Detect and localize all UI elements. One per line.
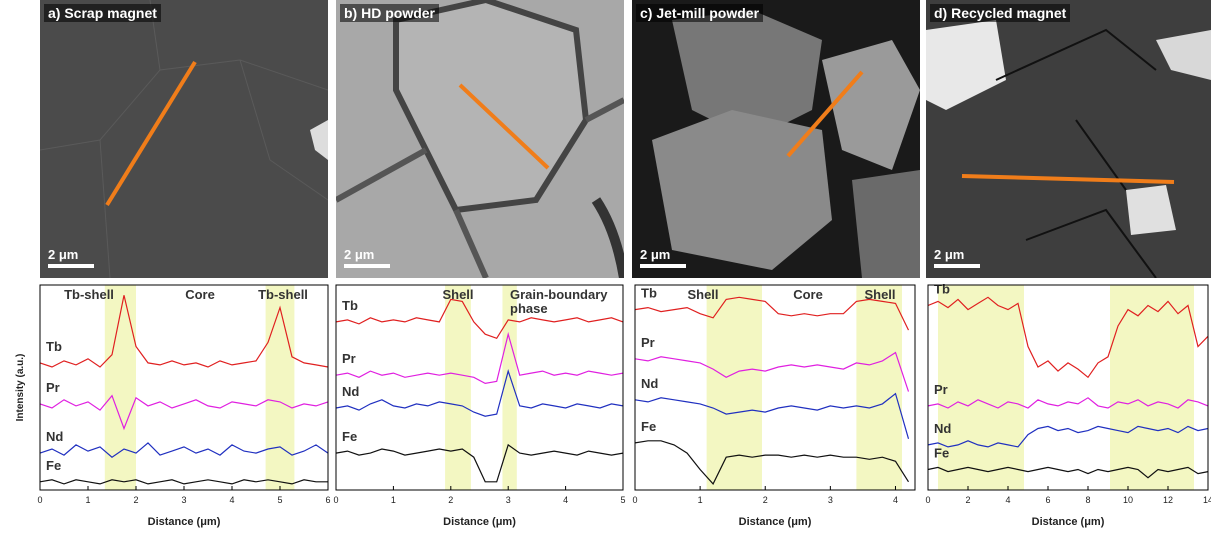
x-tick-label: 4 bbox=[893, 495, 898, 505]
series-label: Nd bbox=[342, 384, 359, 399]
x-tick-label: 4 bbox=[229, 495, 234, 505]
series-label: Tb bbox=[641, 286, 657, 301]
highlight-band bbox=[938, 285, 1024, 490]
series-label: Nd bbox=[46, 429, 63, 444]
x-tick-label: 0 bbox=[333, 495, 338, 505]
highlight-band bbox=[856, 285, 902, 490]
series-label: Pr bbox=[934, 382, 948, 397]
annotation: Core bbox=[768, 288, 848, 302]
x-tick-label: 4 bbox=[1005, 495, 1010, 505]
series-line bbox=[336, 371, 623, 416]
x-tick-label: 2 bbox=[965, 495, 970, 505]
x-tick-label: 3 bbox=[181, 495, 186, 505]
series-line bbox=[336, 334, 623, 383]
annotation: Shell bbox=[663, 288, 743, 302]
series-label: Pr bbox=[342, 351, 356, 366]
x-tick-label: 8 bbox=[1085, 495, 1090, 505]
x-tick-label: 1 bbox=[85, 495, 90, 505]
series-line bbox=[336, 445, 623, 482]
annotation: Core bbox=[160, 288, 240, 302]
x-tick-label: 0 bbox=[632, 495, 637, 505]
annotation: Shell bbox=[418, 288, 498, 302]
annotation: Shell bbox=[840, 288, 920, 302]
highlight-band bbox=[266, 285, 295, 490]
series-label: Fe bbox=[641, 419, 656, 434]
x-tick-label: 0 bbox=[925, 495, 930, 505]
x-tick-label: 10 bbox=[1123, 495, 1133, 505]
y-axis-label: Intensity (a.u.) bbox=[15, 354, 26, 422]
annotation: Tb-shell bbox=[49, 288, 129, 302]
series-label: Fe bbox=[934, 446, 949, 461]
x-tick-label: 2 bbox=[448, 495, 453, 505]
x-tick-label: 0 bbox=[37, 495, 42, 505]
series-label: Pr bbox=[641, 335, 655, 350]
x-tick-label: 12 bbox=[1163, 495, 1173, 505]
highlight-band bbox=[445, 285, 471, 490]
x-tick-label: 6 bbox=[1045, 495, 1050, 505]
plots: TbPrNdFe0123456Distance (μm)Intensity (a… bbox=[0, 0, 1211, 536]
x-tick-label: 4 bbox=[563, 495, 568, 505]
x-tick-label: 2 bbox=[763, 495, 768, 505]
series-label: Tb bbox=[342, 298, 358, 313]
x-tick-label: 5 bbox=[277, 495, 282, 505]
x-tick-label: 1 bbox=[698, 495, 703, 505]
series-label: Nd bbox=[934, 421, 951, 436]
x-axis-label: Distance (μm) bbox=[148, 516, 221, 528]
x-tick-label: 6 bbox=[325, 495, 330, 505]
x-axis-label: Distance (μm) bbox=[1032, 516, 1105, 528]
series-label: Pr bbox=[46, 380, 60, 395]
series-label: Tb bbox=[934, 282, 950, 297]
x-tick-label: 14 bbox=[1203, 495, 1211, 505]
series-label: Nd bbox=[641, 376, 658, 391]
series-label: Fe bbox=[342, 429, 357, 444]
figure: a) Scrap magnet 2 μm b) HD powder 2 μm c… bbox=[0, 0, 1211, 536]
x-tick-label: 1 bbox=[391, 495, 396, 505]
x-tick-label: 5 bbox=[620, 495, 625, 505]
annotation: Tb-shell bbox=[243, 288, 323, 302]
x-axis-label: Distance (μm) bbox=[443, 516, 516, 528]
series-label: Tb bbox=[46, 339, 62, 354]
series-label: Fe bbox=[46, 458, 61, 473]
x-tick-label: 3 bbox=[506, 495, 511, 505]
x-axis-label: Distance (μm) bbox=[739, 516, 812, 528]
x-tick-label: 2 bbox=[133, 495, 138, 505]
highlight-band bbox=[1110, 285, 1194, 490]
annotation: Grain-boundary phase bbox=[510, 288, 620, 316]
x-tick-label: 3 bbox=[828, 495, 833, 505]
